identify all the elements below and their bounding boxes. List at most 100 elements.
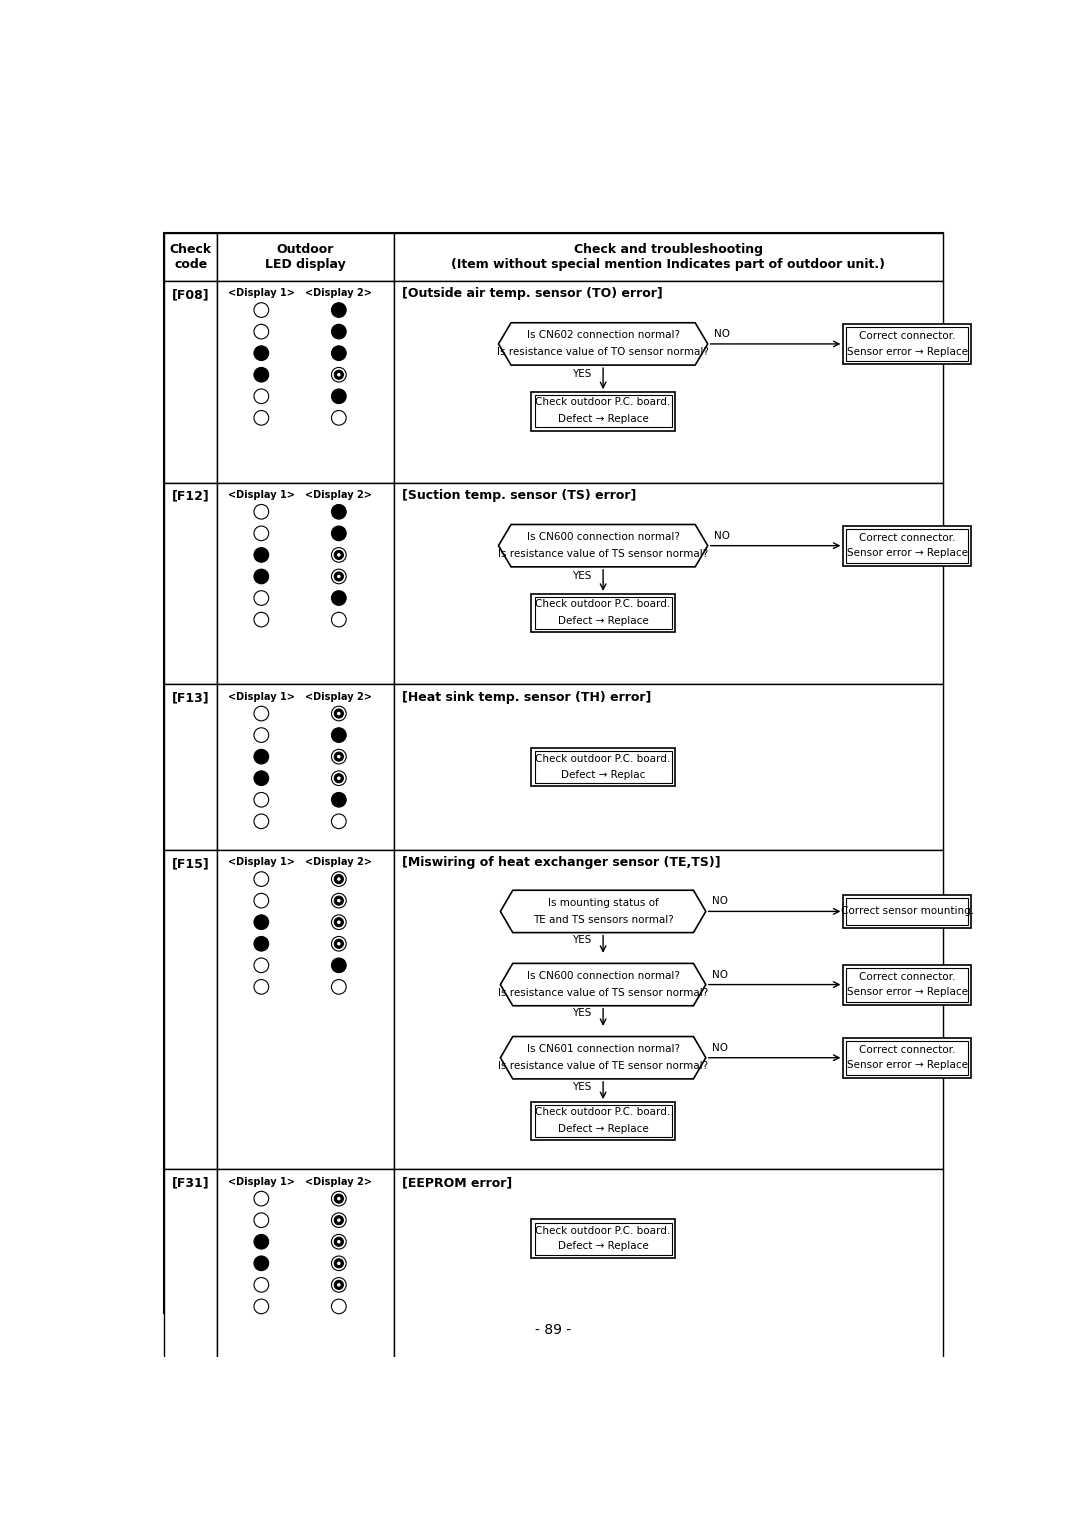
Circle shape xyxy=(332,590,347,605)
Circle shape xyxy=(332,1191,347,1206)
Text: Defect → Replace: Defect → Replace xyxy=(557,413,648,424)
Bar xyxy=(217,849,394,1170)
Text: [F13]: [F13] xyxy=(172,692,210,705)
Text: Is CN600 connection normal?: Is CN600 connection normal? xyxy=(527,971,679,981)
Bar xyxy=(394,849,943,1170)
Text: Sensor error → Replace: Sensor error → Replace xyxy=(847,1060,968,1071)
Bar xyxy=(843,895,971,927)
Circle shape xyxy=(335,371,343,380)
Circle shape xyxy=(335,918,343,927)
Circle shape xyxy=(254,706,269,721)
Bar xyxy=(164,233,217,281)
Text: YES: YES xyxy=(571,369,591,380)
Text: [Heat sink temp. sensor (TH) error]: [Heat sink temp. sensor (TH) error] xyxy=(402,691,651,705)
Circle shape xyxy=(254,303,269,317)
Polygon shape xyxy=(500,964,706,1006)
Circle shape xyxy=(337,711,341,715)
Circle shape xyxy=(254,410,269,425)
Circle shape xyxy=(332,547,347,563)
Circle shape xyxy=(254,368,269,383)
Text: Is CN600 connection normal?: Is CN600 connection normal? xyxy=(527,532,679,543)
Text: Sensor error → Replace: Sensor error → Replace xyxy=(847,346,968,357)
Bar xyxy=(217,281,394,482)
Text: [F08]: [F08] xyxy=(172,288,210,300)
Text: - 89 -: - 89 - xyxy=(536,1324,571,1337)
Circle shape xyxy=(337,1218,341,1223)
Circle shape xyxy=(337,1240,341,1244)
Circle shape xyxy=(332,894,347,907)
Circle shape xyxy=(332,872,347,886)
Circle shape xyxy=(254,936,269,952)
Polygon shape xyxy=(500,1037,706,1078)
Text: [EEPROM error]: [EEPROM error] xyxy=(402,1176,512,1190)
Circle shape xyxy=(254,505,269,518)
Text: NO: NO xyxy=(712,897,728,906)
Bar xyxy=(843,1037,971,1078)
Text: Sensor error → Replace: Sensor error → Replace xyxy=(847,549,968,558)
Bar xyxy=(535,1223,672,1255)
Text: Is resistance value of TO sensor normal?: Is resistance value of TO sensor normal? xyxy=(497,348,710,357)
Text: <Display 2>: <Display 2> xyxy=(306,857,373,868)
Text: Is resistance value of TS sensor normal?: Is resistance value of TS sensor normal? xyxy=(498,549,708,560)
Circle shape xyxy=(335,551,343,560)
Circle shape xyxy=(332,727,347,743)
Circle shape xyxy=(335,709,343,718)
Circle shape xyxy=(332,1299,347,1313)
Bar xyxy=(217,482,394,685)
Circle shape xyxy=(332,814,347,828)
Circle shape xyxy=(332,772,347,785)
Circle shape xyxy=(337,372,341,377)
Circle shape xyxy=(254,1257,269,1270)
Text: [F12]: [F12] xyxy=(172,490,210,503)
Bar xyxy=(847,529,968,563)
Bar xyxy=(164,685,217,849)
Text: [F31]: [F31] xyxy=(172,1177,210,1190)
Circle shape xyxy=(254,569,269,584)
Bar xyxy=(847,1040,968,1075)
Circle shape xyxy=(254,389,269,404)
Circle shape xyxy=(332,793,347,807)
Circle shape xyxy=(332,1212,347,1228)
Text: Correct connector.: Correct connector. xyxy=(859,532,956,543)
Bar xyxy=(164,482,217,685)
Circle shape xyxy=(254,547,269,563)
Circle shape xyxy=(337,941,341,946)
Bar xyxy=(843,964,971,1005)
Circle shape xyxy=(332,958,347,973)
Circle shape xyxy=(332,368,347,383)
Bar xyxy=(535,395,672,427)
Text: NO: NO xyxy=(712,1043,728,1052)
Text: Correct connector.: Correct connector. xyxy=(859,1045,956,1055)
Text: Check
code: Check code xyxy=(170,242,212,271)
Circle shape xyxy=(335,752,343,761)
Text: Defect → Replac: Defect → Replac xyxy=(561,770,645,779)
Text: Is CN601 connection normal?: Is CN601 connection normal? xyxy=(527,1045,679,1054)
Circle shape xyxy=(332,1278,347,1292)
Bar xyxy=(394,685,943,849)
Text: Check outdoor P.C. board.: Check outdoor P.C. board. xyxy=(536,755,671,764)
Polygon shape xyxy=(500,891,706,933)
Text: Check outdoor P.C. board.: Check outdoor P.C. board. xyxy=(536,1107,671,1116)
Text: Correct connector.: Correct connector. xyxy=(859,971,956,982)
Text: Outdoor
LED display: Outdoor LED display xyxy=(265,242,346,271)
Circle shape xyxy=(332,612,347,627)
Bar xyxy=(843,526,971,566)
Text: [Miswiring of heat exchanger sensor (TE,TS)]: [Miswiring of heat exchanger sensor (TE,… xyxy=(402,857,720,869)
Text: YES: YES xyxy=(571,570,591,581)
Circle shape xyxy=(332,569,347,584)
Text: Is resistance value of TS sensor normal?: Is resistance value of TS sensor normal? xyxy=(498,988,708,997)
Bar xyxy=(535,1106,672,1138)
Bar xyxy=(531,593,675,633)
Circle shape xyxy=(332,325,347,339)
Circle shape xyxy=(332,1234,347,1249)
Circle shape xyxy=(337,920,341,924)
Text: [F15]: [F15] xyxy=(172,857,210,871)
Bar xyxy=(164,849,217,1170)
Bar xyxy=(531,1220,675,1258)
Circle shape xyxy=(335,1258,343,1267)
Circle shape xyxy=(337,755,341,759)
Text: Check outdoor P.C. board.: Check outdoor P.C. board. xyxy=(536,1226,671,1235)
Circle shape xyxy=(332,505,347,518)
Text: YES: YES xyxy=(571,935,591,945)
Text: <Display 1>: <Display 1> xyxy=(228,857,295,868)
